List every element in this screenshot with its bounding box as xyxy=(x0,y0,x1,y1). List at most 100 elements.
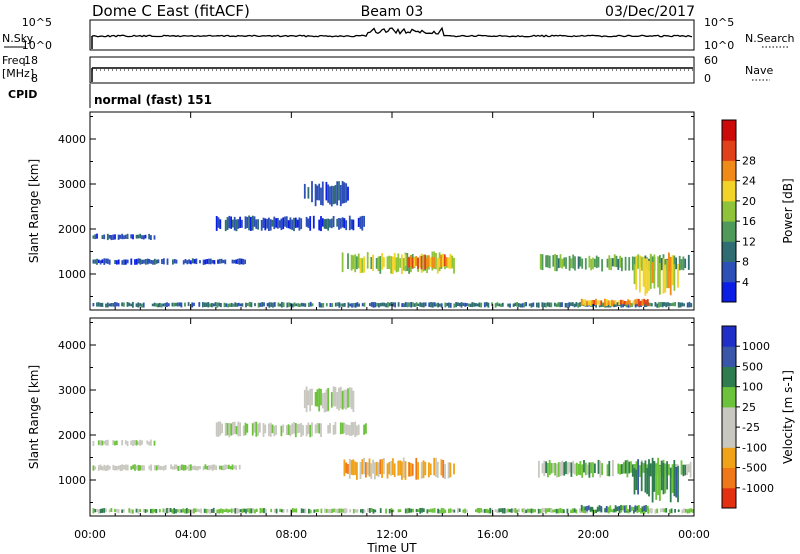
echo-cell xyxy=(97,259,100,263)
echo-cell xyxy=(369,303,371,306)
echo-cell xyxy=(97,509,100,514)
echo-cell xyxy=(257,423,259,436)
echo-cell xyxy=(234,508,237,514)
plot-frame xyxy=(89,111,695,311)
echo-cell xyxy=(164,302,167,307)
echo-cell xyxy=(347,253,349,269)
nave-top-tick: 60 xyxy=(704,54,718,67)
echo-cell xyxy=(173,464,176,470)
echo-cell xyxy=(148,259,151,264)
echo-cell xyxy=(409,255,412,267)
echo-cell xyxy=(320,216,322,232)
echo-cell xyxy=(345,220,348,231)
echo-cell xyxy=(359,216,362,229)
echo-cell xyxy=(103,508,106,513)
echo-cell xyxy=(244,216,247,229)
echo-cell xyxy=(356,425,358,436)
echo-cell xyxy=(457,302,459,306)
echo-cell xyxy=(659,465,661,501)
echo-cell xyxy=(135,465,138,470)
echo-cell xyxy=(309,388,312,412)
echo-cell xyxy=(437,302,439,308)
colorbar-tick-label: 20 xyxy=(742,195,756,208)
echo-cell xyxy=(421,302,423,308)
echo-cell xyxy=(139,465,142,471)
echo-cell xyxy=(285,216,288,228)
echo-cell xyxy=(541,302,544,308)
colorbar-segment xyxy=(722,487,736,509)
echo-cell xyxy=(282,302,285,307)
echo-cell xyxy=(690,508,693,513)
echo-cell xyxy=(282,424,285,433)
echo-cell xyxy=(626,459,629,478)
echo-cell xyxy=(575,509,578,514)
echo-cell xyxy=(295,508,298,513)
echo-cell xyxy=(592,462,594,478)
echo-cell xyxy=(643,298,646,305)
echo-cell xyxy=(616,302,619,307)
echo-cell xyxy=(410,462,412,477)
echo-cell xyxy=(235,219,238,232)
echo-cell xyxy=(669,256,672,296)
echo-cell xyxy=(338,218,340,230)
echo-cell xyxy=(408,462,410,477)
echo-cell xyxy=(677,509,680,513)
echo-cell xyxy=(112,464,115,471)
echo-cell xyxy=(237,508,240,514)
echo-cell xyxy=(116,260,118,265)
echo-cell xyxy=(566,462,569,475)
echo-cell xyxy=(229,303,231,307)
echo-cell xyxy=(556,463,558,478)
echo-cell xyxy=(664,463,667,494)
echo-cell xyxy=(255,421,258,437)
echo-cell xyxy=(375,258,378,269)
echo-cell xyxy=(187,302,190,307)
echo-cell xyxy=(411,463,414,476)
echo-cell xyxy=(613,302,615,308)
colorbar-tick-label: 100 xyxy=(742,381,763,394)
echo-cell xyxy=(596,506,599,512)
echo-cell xyxy=(546,508,549,513)
echo-cell xyxy=(433,457,436,476)
y-tick-label: 2000 xyxy=(58,223,86,236)
echo-cell xyxy=(525,302,527,307)
echo-cell xyxy=(417,257,419,269)
echo-cell xyxy=(198,509,201,513)
echo-cell xyxy=(537,302,540,308)
echo-cell xyxy=(439,509,441,514)
echo-cell xyxy=(650,303,653,307)
echo-cell xyxy=(580,504,583,511)
x-tick-label: 08:00 xyxy=(275,528,307,541)
freq-top-tick: 18 xyxy=(24,54,38,67)
echo-cell xyxy=(523,302,526,308)
echo-cell xyxy=(343,303,346,307)
echo-cell xyxy=(505,509,508,513)
echo-cell xyxy=(278,220,281,228)
echo-cell xyxy=(259,507,262,514)
echo-cell xyxy=(431,302,434,308)
echo-cell xyxy=(143,465,145,471)
echo-cell xyxy=(659,302,662,307)
echo-cell xyxy=(309,509,312,514)
echo-cell xyxy=(302,425,304,436)
echo-cell xyxy=(350,422,353,437)
echo-cell xyxy=(356,509,359,513)
nsearch-bottom-tick: 10^0 xyxy=(704,39,734,52)
echo-cell xyxy=(352,422,355,435)
echo-cell xyxy=(172,259,174,265)
echo-cell xyxy=(318,183,321,201)
echo-cell xyxy=(687,254,690,270)
echo-cell xyxy=(641,299,644,306)
echo-cell xyxy=(212,507,215,513)
echo-cell xyxy=(180,509,183,513)
echo-cell xyxy=(101,508,104,513)
echo-cell xyxy=(294,217,297,228)
echo-cell xyxy=(334,185,337,204)
echo-cell xyxy=(182,464,185,471)
echo-cell xyxy=(160,303,163,308)
echo-cell xyxy=(547,255,549,268)
echo-cell xyxy=(366,252,369,269)
echo-cell xyxy=(643,505,646,512)
echo-cell xyxy=(594,463,596,473)
echo-cell xyxy=(332,386,335,407)
